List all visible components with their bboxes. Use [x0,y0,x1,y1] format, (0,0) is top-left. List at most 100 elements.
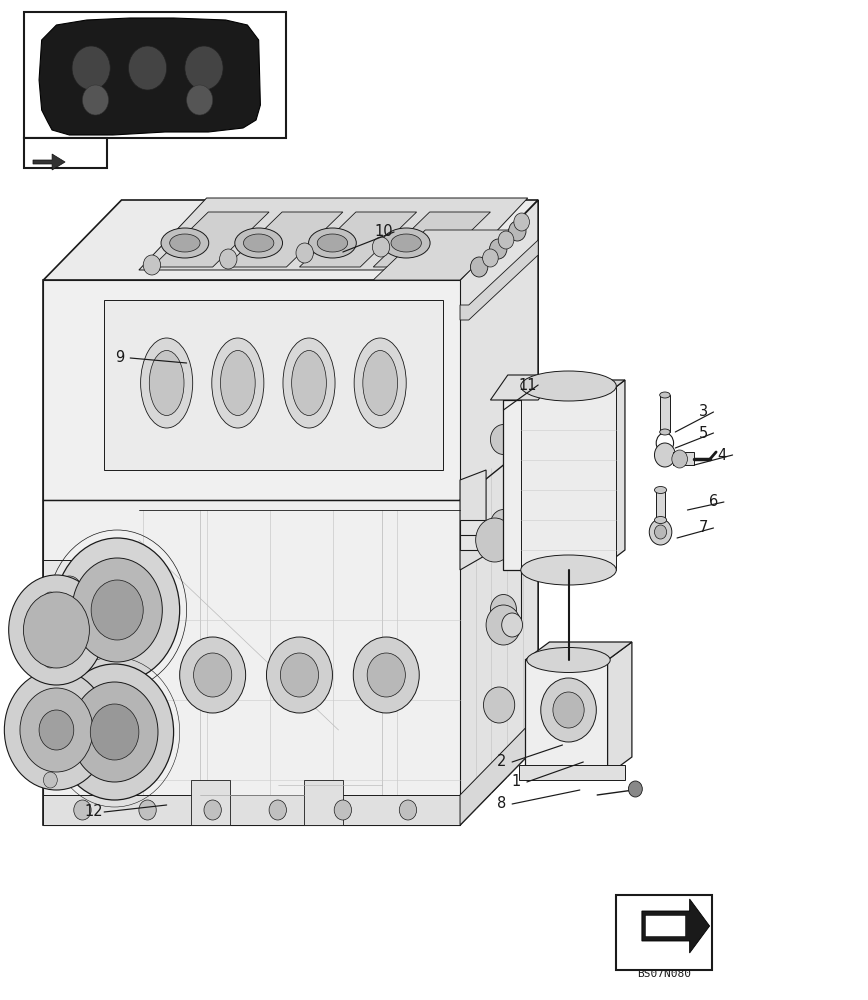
Ellipse shape [243,234,274,252]
Circle shape [23,592,89,668]
Text: 6: 6 [709,494,718,510]
Circle shape [204,800,221,820]
Circle shape [72,46,110,90]
Text: 7: 7 [699,520,707,536]
Circle shape [266,637,332,713]
Ellipse shape [660,392,670,398]
Polygon shape [43,280,460,500]
Circle shape [143,255,161,275]
Circle shape [269,800,286,820]
Ellipse shape [212,338,264,428]
Text: 12: 12 [84,804,103,820]
Ellipse shape [660,429,670,435]
Polygon shape [673,452,694,465]
Circle shape [490,424,516,454]
Ellipse shape [161,228,208,258]
Circle shape [628,781,642,797]
Text: 10: 10 [374,225,393,239]
Circle shape [185,46,223,90]
Ellipse shape [521,555,616,585]
Circle shape [55,538,180,682]
Circle shape [74,800,91,820]
Ellipse shape [309,228,357,258]
Bar [24,12,286,138]
Circle shape [649,519,672,545]
Circle shape [56,664,174,800]
Polygon shape [503,400,599,570]
Polygon shape [43,200,538,280]
Circle shape [39,710,74,750]
Polygon shape [460,470,486,570]
Circle shape [296,243,313,263]
Polygon shape [43,795,460,825]
Ellipse shape [654,516,667,524]
Ellipse shape [283,338,335,428]
Polygon shape [299,212,417,267]
Circle shape [490,510,516,540]
Ellipse shape [141,338,193,428]
Circle shape [180,637,246,713]
Polygon shape [39,18,260,135]
Circle shape [43,652,57,668]
Polygon shape [460,520,521,550]
Text: 3: 3 [699,404,707,420]
Circle shape [502,613,523,637]
Ellipse shape [292,351,326,416]
Circle shape [486,605,521,645]
Text: 8: 8 [497,796,506,812]
Bar [43,560,100,690]
Circle shape [483,249,498,267]
Circle shape [43,592,57,608]
Polygon shape [460,715,538,825]
Polygon shape [33,154,65,170]
Circle shape [353,637,419,713]
Circle shape [72,558,162,662]
Circle shape [187,85,213,115]
Polygon shape [503,380,625,400]
Circle shape [139,800,156,820]
Polygon shape [660,395,670,432]
Circle shape [483,687,515,723]
Polygon shape [656,490,665,520]
Polygon shape [373,230,512,280]
Polygon shape [460,240,538,320]
Polygon shape [519,765,625,780]
Ellipse shape [149,351,184,416]
Circle shape [654,443,675,467]
Circle shape [82,85,108,115]
Polygon shape [139,198,528,270]
Circle shape [90,704,139,760]
Circle shape [194,653,232,697]
Polygon shape [43,500,460,825]
Circle shape [470,257,488,277]
Polygon shape [525,642,632,660]
Ellipse shape [354,338,406,428]
Circle shape [71,682,158,782]
Polygon shape [525,660,608,775]
Ellipse shape [654,487,667,493]
Circle shape [4,670,108,790]
Circle shape [498,231,514,249]
Ellipse shape [318,234,347,252]
Circle shape [367,653,405,697]
Circle shape [280,653,319,697]
Bar [24,138,107,168]
Text: 1: 1 [512,774,521,790]
Circle shape [476,518,514,562]
Polygon shape [608,642,632,775]
Circle shape [43,712,57,728]
Ellipse shape [363,351,398,416]
Polygon shape [641,899,710,953]
Polygon shape [490,375,556,400]
Circle shape [490,594,516,624]
Circle shape [553,692,584,728]
Circle shape [43,772,57,788]
Text: 4: 4 [718,448,727,462]
Text: 11: 11 [518,377,537,392]
Circle shape [509,221,526,241]
Polygon shape [646,916,686,936]
Bar [616,895,712,970]
Polygon shape [226,212,343,267]
Circle shape [334,800,352,820]
Polygon shape [43,280,460,825]
